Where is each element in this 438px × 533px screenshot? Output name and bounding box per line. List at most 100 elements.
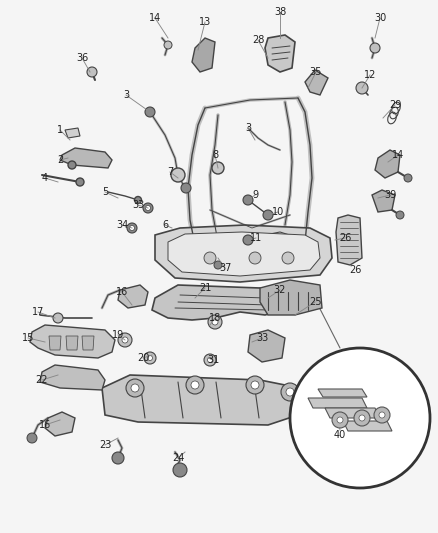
Text: 6: 6: [162, 220, 168, 230]
Circle shape: [214, 261, 222, 269]
Circle shape: [404, 174, 412, 182]
Text: 16: 16: [39, 420, 51, 430]
Polygon shape: [45, 412, 75, 436]
Text: 29: 29: [389, 100, 401, 110]
Text: 32: 32: [274, 285, 286, 295]
Circle shape: [118, 333, 132, 347]
Polygon shape: [192, 38, 215, 72]
Polygon shape: [325, 408, 380, 418]
Circle shape: [374, 407, 390, 423]
Circle shape: [290, 348, 430, 488]
Text: 1: 1: [57, 125, 63, 135]
Text: 9: 9: [252, 190, 258, 200]
Circle shape: [76, 178, 84, 186]
Circle shape: [171, 168, 185, 182]
Text: 33: 33: [256, 333, 268, 343]
Text: 34: 34: [116, 220, 128, 230]
Polygon shape: [248, 330, 285, 362]
Text: 24: 24: [172, 453, 184, 463]
Text: 14: 14: [149, 13, 161, 23]
Text: 38: 38: [274, 7, 286, 17]
Text: 39: 39: [384, 190, 396, 200]
Circle shape: [208, 358, 212, 362]
Polygon shape: [152, 285, 290, 320]
Text: 36: 36: [76, 53, 88, 63]
Circle shape: [208, 315, 222, 329]
Polygon shape: [40, 365, 105, 390]
Text: 3: 3: [123, 90, 129, 100]
Text: 11: 11: [250, 233, 262, 243]
Polygon shape: [343, 421, 392, 431]
Polygon shape: [265, 35, 295, 72]
Circle shape: [356, 82, 368, 94]
Circle shape: [68, 161, 76, 169]
Text: 12: 12: [364, 70, 376, 80]
Circle shape: [144, 352, 156, 364]
Text: 3: 3: [245, 123, 251, 133]
Circle shape: [27, 433, 37, 443]
Circle shape: [145, 107, 155, 117]
Circle shape: [246, 376, 264, 394]
Text: 20: 20: [137, 353, 149, 363]
Circle shape: [282, 252, 294, 264]
Circle shape: [181, 183, 191, 193]
Text: 26: 26: [349, 265, 361, 275]
Circle shape: [134, 197, 141, 204]
Circle shape: [251, 381, 259, 389]
Text: 28: 28: [252, 35, 264, 45]
Text: 23: 23: [99, 440, 111, 450]
Polygon shape: [60, 148, 112, 168]
Circle shape: [212, 162, 224, 174]
Text: 40: 40: [334, 430, 346, 440]
Circle shape: [204, 252, 216, 264]
Circle shape: [249, 252, 261, 264]
Circle shape: [337, 417, 343, 423]
Text: 22: 22: [36, 375, 48, 385]
Circle shape: [243, 195, 253, 205]
Polygon shape: [155, 225, 332, 282]
Text: 14: 14: [392, 150, 404, 160]
Circle shape: [332, 412, 348, 428]
Circle shape: [191, 381, 199, 389]
Circle shape: [396, 211, 404, 219]
Circle shape: [263, 210, 273, 220]
Circle shape: [130, 225, 134, 230]
Text: 30: 30: [374, 13, 386, 23]
Circle shape: [281, 383, 299, 401]
Polygon shape: [168, 232, 320, 276]
Polygon shape: [372, 190, 395, 212]
Circle shape: [186, 376, 204, 394]
Circle shape: [148, 356, 152, 360]
Text: 26: 26: [339, 233, 351, 243]
Text: 18: 18: [209, 313, 221, 323]
Text: 4: 4: [42, 173, 48, 183]
Circle shape: [122, 337, 128, 343]
Circle shape: [131, 384, 139, 392]
Polygon shape: [66, 336, 78, 350]
Polygon shape: [308, 398, 367, 408]
Circle shape: [354, 410, 370, 426]
Circle shape: [126, 379, 144, 397]
Text: 25: 25: [309, 297, 321, 307]
Circle shape: [204, 354, 216, 366]
Circle shape: [359, 415, 365, 421]
Text: 5: 5: [102, 187, 108, 197]
Text: 10: 10: [272, 207, 284, 217]
Polygon shape: [49, 336, 61, 350]
Text: 8: 8: [212, 150, 218, 160]
Text: 17: 17: [32, 307, 44, 317]
Text: 31: 31: [207, 355, 219, 365]
Polygon shape: [318, 389, 367, 397]
Circle shape: [286, 388, 294, 396]
Circle shape: [127, 223, 137, 233]
Text: 33: 33: [132, 200, 144, 210]
Polygon shape: [82, 336, 94, 350]
Circle shape: [370, 43, 380, 53]
Polygon shape: [375, 150, 400, 178]
Text: 19: 19: [112, 330, 124, 340]
Text: 7: 7: [167, 167, 173, 177]
Text: 37: 37: [219, 263, 231, 273]
Polygon shape: [30, 325, 115, 358]
Text: 2: 2: [57, 155, 63, 165]
Polygon shape: [260, 280, 322, 315]
